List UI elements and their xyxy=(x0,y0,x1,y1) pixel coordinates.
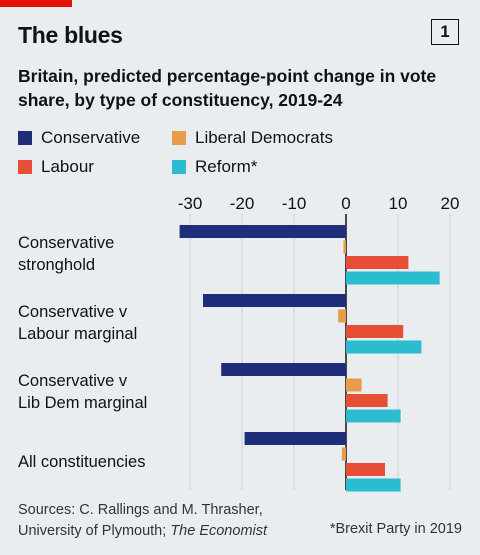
category-label-conservative-v-labour-marginal: Conservative v Labour marginal xyxy=(18,303,138,343)
x-tick-label: -20 xyxy=(230,194,255,213)
bar-liberal-democrats xyxy=(346,378,362,392)
footnote: *Brexit Party in 2019 xyxy=(329,521,462,537)
legend-swatch-labour xyxy=(18,160,32,174)
x-tick-label: 20 xyxy=(441,194,460,213)
legend-item-labour: Labour xyxy=(18,157,94,177)
brand-red-tag xyxy=(0,0,72,7)
bar-conservative xyxy=(221,363,346,376)
legend-item-reform: Reform* xyxy=(172,157,257,177)
legend-swatch-liberal-democrats xyxy=(172,131,186,145)
legend-item-liberal-democrats: Liberal Democrats xyxy=(172,128,333,148)
legend-swatch-conservative xyxy=(18,131,32,145)
x-tick-label: -30 xyxy=(178,194,203,213)
bar-labour xyxy=(346,325,404,338)
bar-reform xyxy=(346,271,440,285)
legend-item-conservative: Conservative xyxy=(18,128,140,148)
source-line-2-prefix: University of Plymouth; xyxy=(18,523,171,539)
source-note: Sources: C. Rallings and M. Thrasher, Un… xyxy=(18,500,267,542)
bar-reform xyxy=(346,478,401,492)
chart-title: The blues xyxy=(18,22,123,48)
bar-conservative xyxy=(244,432,346,445)
bar-liberal-democrats xyxy=(338,309,346,323)
chart-number: 1 xyxy=(431,19,459,45)
legend-label-labour: Labour xyxy=(41,157,94,176)
bar-reform xyxy=(346,409,401,423)
legend-swatch-reform xyxy=(172,160,186,174)
bar-labour xyxy=(346,394,388,407)
legend-label-conservative: Conservative xyxy=(41,128,141,147)
bar-conservative xyxy=(179,225,346,238)
bar-liberal-democrats xyxy=(343,240,346,254)
bar-labour xyxy=(346,256,409,269)
x-tick-label: -10 xyxy=(282,194,307,213)
bar-reform xyxy=(346,340,422,354)
legend-label-reform: Reform* xyxy=(195,157,258,176)
bar-liberal-democrats xyxy=(341,447,346,461)
x-tick-label: 10 xyxy=(389,194,408,213)
bar-conservative xyxy=(203,294,346,307)
bar-labour xyxy=(346,463,385,476)
chart-subtitle: Britain, predicted percentage-point chan… xyxy=(18,66,437,110)
x-tick-label: 0 xyxy=(341,194,350,213)
legend: Conservative Liberal Democrats Labour Re… xyxy=(0,126,480,186)
source-line-2-italic: The Economist xyxy=(170,523,268,539)
category-label-all-constituencies: All constituencies xyxy=(18,453,146,471)
category-label-conservative-v-lib-dem-marginal: Conservative v Lib Dem marginal xyxy=(18,372,148,412)
source-line-1: Sources: C. Rallings and M. Thrasher, xyxy=(18,502,263,518)
category-label-conservative-stronghold: Conservative stronghold xyxy=(18,234,115,274)
legend-label-liberal-democrats: Liberal Democrats xyxy=(195,128,333,147)
